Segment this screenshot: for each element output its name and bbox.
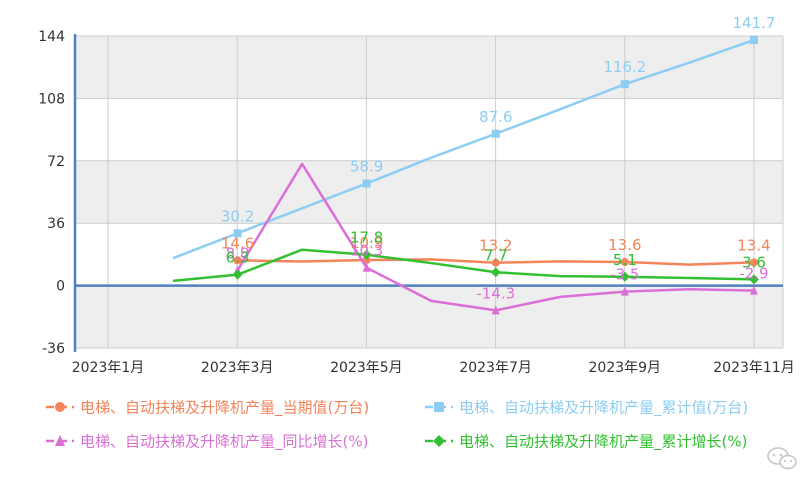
x-tick-label: 2023年9月 (589, 360, 662, 376)
data-label: 7.7 (484, 246, 508, 264)
data-label: 17.8 (350, 229, 383, 247)
y-tick-label: 144 (38, 29, 65, 45)
data-label: 13.6 (608, 236, 641, 254)
data-point (619, 271, 630, 282)
chart-grid (75, 35, 784, 349)
data-point (233, 229, 242, 238)
data-point (749, 258, 758, 267)
data-label: -2.9 (739, 265, 768, 283)
legend-label: 电梯、自动扶梯及升降机产量_同比增长(%) (80, 433, 368, 452)
data-label: 13.2 (479, 237, 512, 255)
chart-series-lines (172, 35, 759, 315)
x-tick-label: 2023年5月 (330, 360, 403, 376)
series-line (172, 248, 754, 283)
data-label: 10.9 (350, 234, 383, 252)
data-point (55, 402, 65, 412)
chart-axes: 144 108 72 36 0 -36 2023年1月 2023年3月 2023年5月 2023年… (38, 29, 794, 376)
data-point (748, 274, 759, 285)
data-point (620, 80, 629, 89)
legend-label: 电梯、自动扶梯及升降机产量_累计值(万台) (459, 399, 748, 418)
data-label: -14.3 (476, 284, 515, 302)
legend-item: 电梯、自动扶梯及升降机产量_同比增长(%) (46, 433, 368, 452)
x-tick-label: 2023年11月 (713, 360, 794, 376)
grid-band (75, 160, 783, 224)
x-tick-label: 2023年1月 (72, 360, 145, 376)
data-point (433, 435, 445, 447)
chart-data-labels: 14.6 10.9 13.2 13.6 13.4 30.2 58.9 87.6 116.2 141… (221, 14, 776, 302)
legend-item: 电梯、自动扶梯及升降机产量_累计值(万台) (425, 399, 748, 418)
data-label: 141.7 (732, 14, 775, 32)
y-tick-label: 36 (47, 216, 65, 232)
y-tick-label: 0 (56, 279, 65, 295)
grid-band (75, 223, 783, 286)
legend-item: 电梯、自动扶梯及升降机产量_累计增长(%) (425, 433, 747, 452)
data-label: 87.6 (479, 108, 512, 126)
data-point (434, 402, 444, 412)
legend-item: 电梯、自动扶梯及升降机产量_当期值(万台) (46, 399, 369, 418)
data-point (490, 267, 501, 278)
data-label: 5.1 (613, 251, 637, 269)
data-point (362, 255, 371, 264)
data-label: -3.5 (610, 266, 639, 284)
data-point (233, 256, 242, 265)
chart-background-bands (75, 36, 783, 348)
data-point (749, 35, 758, 44)
x-tick-label: 2023年3月 (201, 360, 274, 376)
data-label: 58.9 (350, 158, 383, 176)
data-point (749, 285, 758, 295)
data-label: 13.4 (737, 236, 770, 254)
grid-band (75, 285, 783, 348)
data-point (361, 249, 372, 260)
series-line (172, 38, 755, 260)
x-tick-label: 2023年7月 (459, 360, 532, 376)
data-label: 116.2 (603, 58, 646, 76)
data-point (362, 262, 371, 272)
data-point (362, 179, 371, 188)
y-tick-label: 72 (47, 154, 65, 170)
data-label: 3.6 (742, 253, 766, 271)
data-point (620, 286, 629, 296)
data-point (620, 258, 629, 267)
y-tick-label: -36 (42, 341, 65, 357)
data-point (55, 435, 65, 446)
data-label: 6.3 (226, 249, 250, 267)
data-label: 14.6 (221, 234, 254, 252)
data-label: 10.3 (350, 242, 383, 260)
data-point (491, 258, 500, 267)
data-label: 8.8 (226, 244, 250, 262)
y-tick-label: 108 (38, 91, 65, 107)
data-point (232, 269, 243, 280)
legend-label: 电梯、自动扶梯及升降机产量_累计增长(%) (459, 433, 747, 452)
data-label: 30.2 (221, 207, 254, 225)
legend-label: 电梯、自动扶梯及升降机产量_当期值(万台) (80, 399, 369, 418)
watermark-icon (767, 447, 797, 470)
chart-legend: 电梯、自动扶梯及升降机产量_当期值(万台) 电梯、自动扶梯及升降机产量_累计值(万… (46, 399, 748, 452)
grid-band (75, 98, 783, 161)
data-point (491, 305, 500, 315)
grid-band (75, 36, 783, 99)
data-point (491, 129, 500, 138)
